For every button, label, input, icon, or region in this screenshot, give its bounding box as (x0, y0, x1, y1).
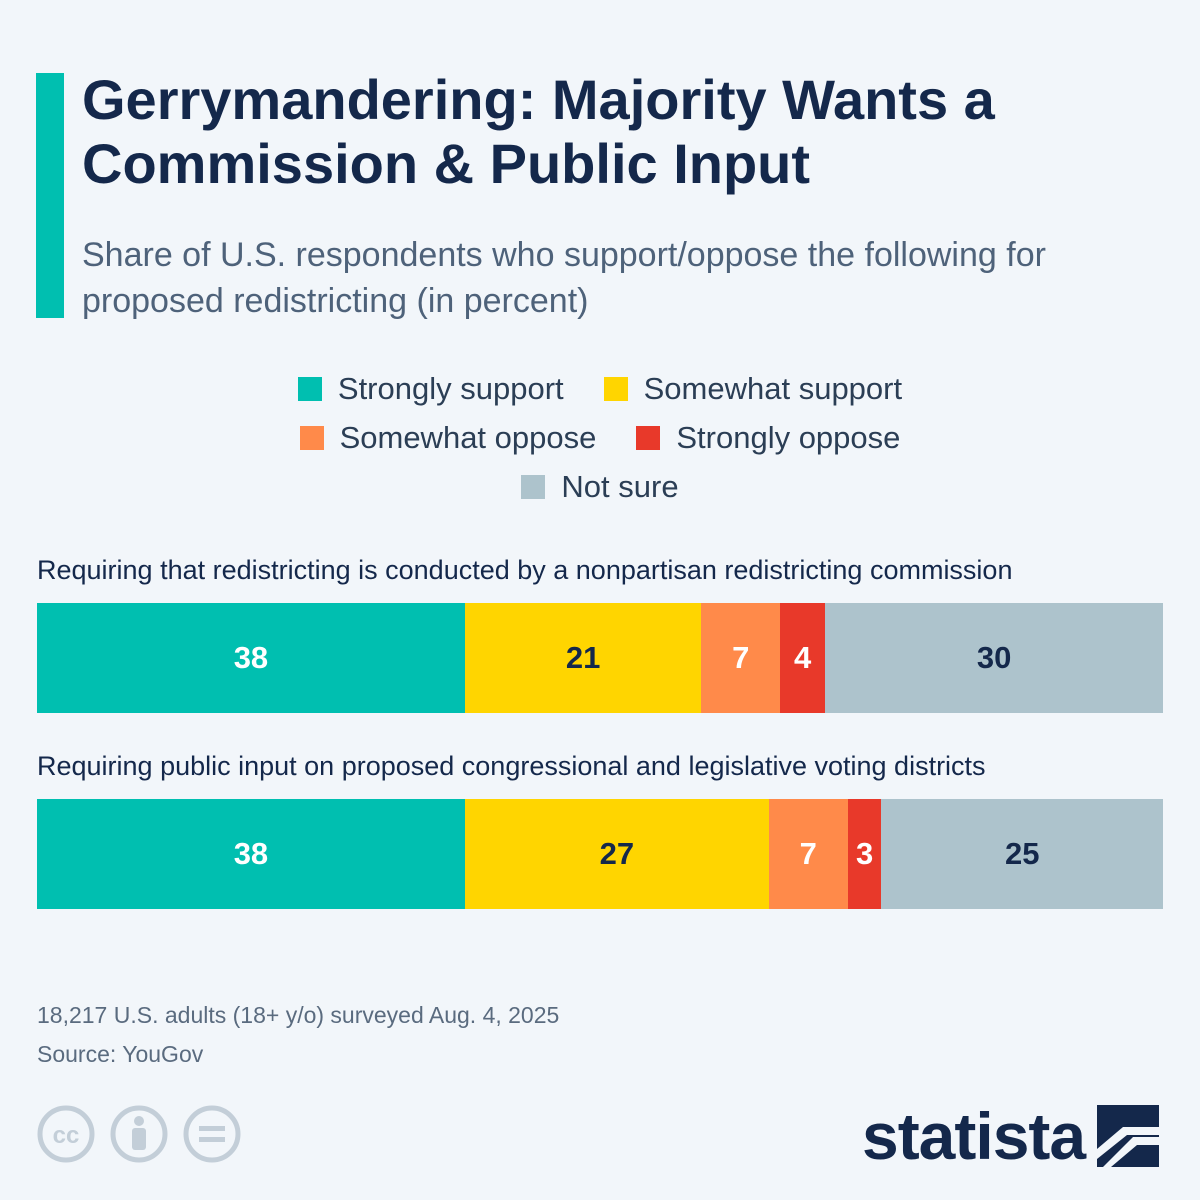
legend-item-not-sure: Not sure (521, 468, 679, 505)
legend-row: Somewhat oppose Strongly oppose (0, 413, 1200, 462)
legend-item-strongly-oppose: Strongly oppose (636, 420, 900, 456)
legend-label: Strongly oppose (676, 419, 901, 455)
source-note: Source: YouGov (37, 1041, 204, 1067)
title-accent-bar (36, 73, 64, 318)
bar-segment-somewhat-support: 27 (464, 799, 769, 909)
bar-value-label: 25 (1004, 836, 1040, 871)
bar-segment-somewhat-oppose: 7 (701, 603, 781, 713)
legend-row: Not sure (0, 462, 1200, 511)
legend-swatch (521, 474, 546, 499)
license-icons: cc (37, 1105, 241, 1163)
bar-segment-strongly-support: 38 (37, 799, 465, 909)
statista-mark-icon (1097, 1105, 1160, 1167)
legend-label: Not sure (561, 468, 679, 504)
bar-value-label: 7 (799, 836, 817, 871)
survey-note: 18,217 U.S. adults (18+ y/o) surveyed Au… (37, 1002, 560, 1028)
category-label-public-input: Requiring public input on proposed congr… (37, 751, 986, 781)
bar-value-label: 7 (732, 640, 750, 675)
statista-logo: statista (862, 1096, 1160, 1176)
chart-subtitle: Share of U.S. respondents who support/op… (82, 236, 1046, 320)
legend-swatch (297, 376, 322, 401)
bar-value-label: 38 (233, 640, 269, 675)
legend-item-strongly-support: Strongly support (297, 370, 564, 407)
legend-label: Somewhat support (643, 370, 903, 406)
bar-segment-somewhat-support: 21 (464, 603, 702, 713)
chart-title: Gerrymandering: Majority Wants a Commiss… (82, 68, 995, 195)
bar-segment-not-sure: 30 (825, 603, 1163, 713)
legend-swatch (603, 376, 628, 401)
bar-segment-strongly-support: 38 (37, 603, 465, 713)
bar-value-label: 27 (599, 836, 635, 871)
bar-value-label: 4 (794, 640, 812, 675)
bar-value-label: 21 (565, 640, 601, 675)
cc-icon: cc (37, 1105, 95, 1163)
stacked-bar-commission: 38 21 7 4 30 (37, 603, 1163, 713)
legend-row: Strongly support Somewhat support (0, 364, 1200, 413)
brand-name: statista (862, 1099, 1086, 1173)
attribution-icon (110, 1105, 168, 1163)
stacked-bar-public-input: 38 27 7 3 25 (37, 799, 1163, 909)
bar-segment-not-sure: 25 (881, 799, 1163, 909)
bar-segment-strongly-oppose: 3 (847, 799, 882, 909)
svg-text:cc: cc (53, 1122, 80, 1149)
legend-label: Strongly support (337, 370, 564, 406)
legend-item-somewhat-oppose: Somewhat oppose (299, 419, 597, 456)
no-derivatives-icon (183, 1105, 241, 1163)
legend-swatch (299, 425, 324, 450)
bar-value-label: 38 (233, 836, 269, 871)
legend-label: Somewhat oppose (339, 419, 597, 455)
bar-segment-somewhat-oppose: 7 (768, 799, 848, 909)
bar-value-label: 30 (976, 640, 1012, 675)
category-label-commission: Requiring that redistricting is conducte… (37, 555, 1013, 585)
chart-legend: Strongly support Somewhat support Somewh… (0, 364, 1200, 511)
bar-segment-strongly-oppose: 4 (780, 603, 826, 713)
legend-item-somewhat-support: Somewhat support (603, 370, 903, 407)
bar-value-label: 3 (855, 836, 874, 871)
legend-swatch (636, 425, 661, 450)
